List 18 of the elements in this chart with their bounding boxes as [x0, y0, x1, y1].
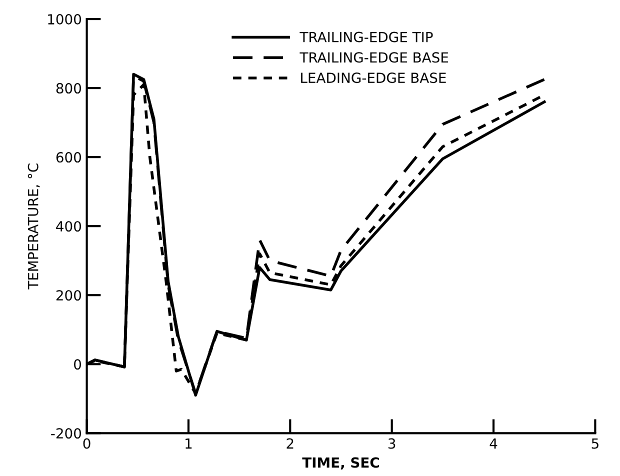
legend-label: LEADING-EDGE BASE — [301, 72, 446, 84]
x-axis-title: TIME, SEC — [302, 457, 379, 470]
legend-label: TRAILING-EDGE TIP — [300, 32, 433, 42]
y-tick-label: 1000 — [48, 14, 82, 25]
x-tick-label: 3 — [388, 438, 396, 449]
y-tick-label: 800 — [56, 83, 82, 94]
legend-label: TRAILING-EDGE BASE — [300, 52, 448, 63]
y-tick-label: 400 — [56, 221, 82, 232]
x-tick-label: 1 — [186, 438, 192, 449]
x-tick-label: 2 — [286, 438, 294, 449]
y-tick-label: 600 — [56, 152, 82, 163]
x-tick-label: 4 — [490, 438, 498, 449]
y-tick-label: -200 — [51, 428, 82, 439]
y-tick-label: 200 — [56, 290, 82, 301]
y-tick-label: 0 — [74, 359, 82, 370]
x-tick-label: 0 — [83, 438, 90, 449]
y-axis-title: TEMPERATURE, °C — [28, 164, 40, 290]
x-tick-label: 5 — [592, 438, 598, 449]
